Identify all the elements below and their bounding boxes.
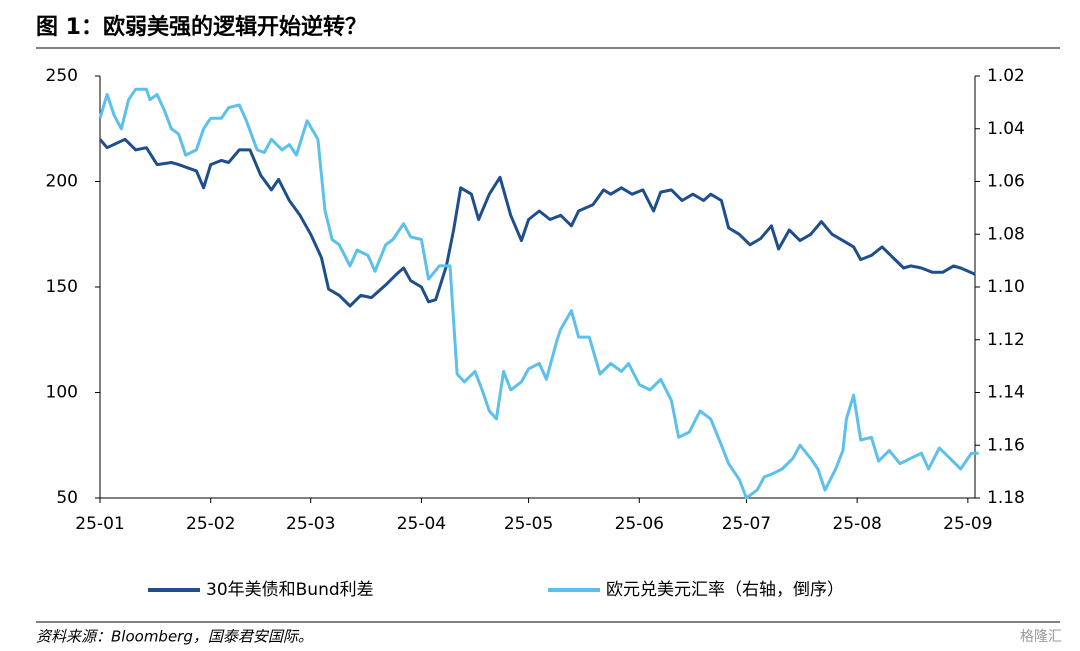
y-tick-label: 150 (46, 277, 78, 297)
x-tick-label: 25-09 (943, 514, 992, 534)
y2-tick-label: 1.04 (987, 119, 1025, 139)
x-tick-label: 25-07 (722, 514, 771, 534)
watermark: 格隆汇 (1020, 629, 1062, 645)
x-tick-label: 25-02 (186, 514, 235, 534)
y-tick-label: 100 (46, 383, 78, 403)
y2-tick-label: 1.18 (987, 488, 1025, 508)
legend-label: 30年美债和Bund利差 (206, 580, 374, 600)
y2-tick-label: 1.06 (987, 172, 1025, 192)
y-tick-label: 200 (46, 172, 78, 192)
y-tick-label: 50 (56, 488, 78, 508)
y2-tick-label: 1.10 (987, 277, 1025, 297)
x-tick-label: 25-04 (397, 514, 446, 534)
x-tick-label: 25-05 (504, 514, 553, 534)
series-line (98, 137, 976, 308)
chart-title: 图 1：欧弱美强的逻辑开始逆转？ (36, 14, 367, 40)
y2-tick-label: 1.14 (987, 383, 1025, 403)
x-tick-label: 25-06 (615, 514, 664, 534)
legend-label: 欧元兑美元汇率（右轴，倒序） (606, 580, 844, 600)
y-tick-label: 250 (46, 66, 78, 86)
y2-tick-label: 1.08 (987, 224, 1025, 244)
y2-tick-label: 1.16 (987, 435, 1025, 455)
source: 资料来源：Bloomberg，国泰君安国际。 (36, 628, 313, 646)
y2-tick-label: 1.12 (987, 330, 1025, 350)
x-tick-label: 25-01 (75, 514, 124, 534)
series-line (98, 87, 979, 500)
y2-tick-label: 1.02 (987, 66, 1025, 86)
x-tick-label: 25-03 (286, 514, 335, 534)
x-tick-label: 25-08 (832, 514, 881, 534)
